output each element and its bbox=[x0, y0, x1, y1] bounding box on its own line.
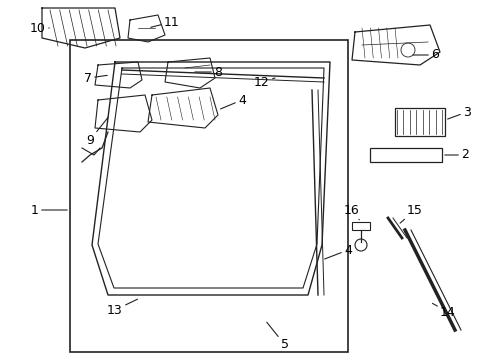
Bar bbox=[369, 148, 441, 162]
Text: 11: 11 bbox=[150, 15, 180, 28]
Text: 13: 13 bbox=[107, 299, 137, 316]
Text: 9: 9 bbox=[86, 117, 108, 147]
Text: 14: 14 bbox=[431, 303, 455, 319]
Text: 10: 10 bbox=[30, 22, 49, 35]
Text: 2: 2 bbox=[444, 148, 468, 162]
Text: 8: 8 bbox=[194, 66, 222, 78]
Text: 7: 7 bbox=[84, 72, 107, 85]
Bar bbox=[351, 222, 369, 230]
Text: 1: 1 bbox=[31, 203, 67, 216]
Text: 15: 15 bbox=[399, 203, 422, 223]
Bar bbox=[70, 40, 347, 352]
Text: 6: 6 bbox=[412, 49, 438, 62]
Text: 5: 5 bbox=[266, 322, 288, 351]
Text: 12: 12 bbox=[254, 76, 274, 89]
Text: 4: 4 bbox=[324, 243, 351, 259]
Text: 16: 16 bbox=[344, 203, 359, 220]
Text: 4: 4 bbox=[220, 94, 245, 109]
Bar bbox=[394, 108, 444, 136]
Text: 3: 3 bbox=[447, 105, 470, 119]
